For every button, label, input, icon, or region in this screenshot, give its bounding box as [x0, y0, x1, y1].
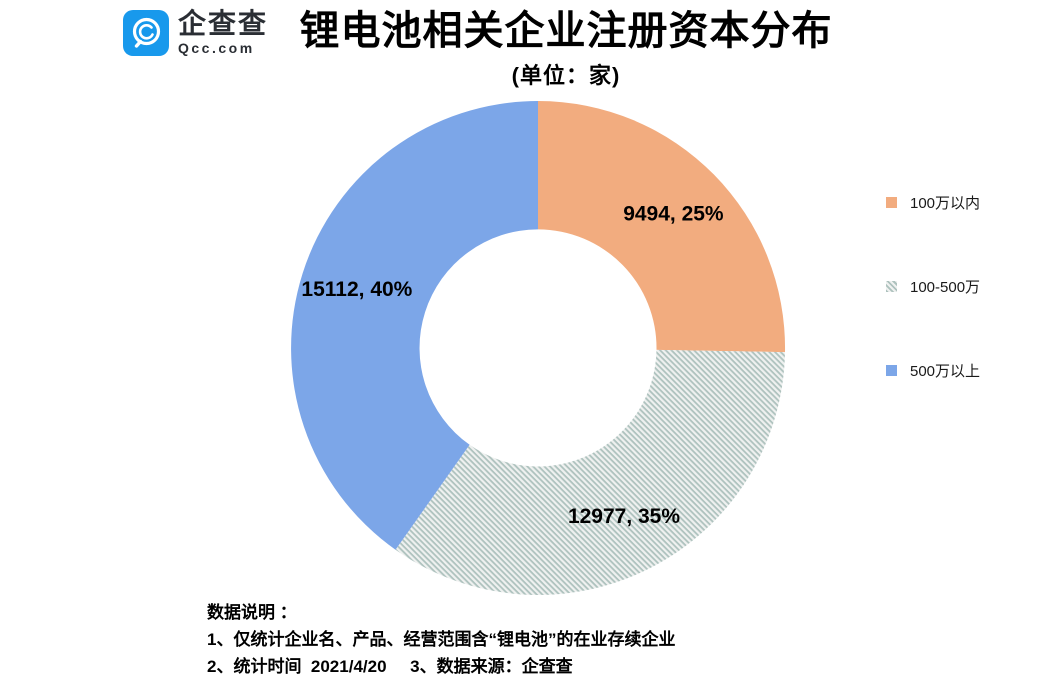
note-line-3: 2、统计时间 2021/4/20 3、数据来源：企查查 [207, 657, 573, 676]
qcc-magnifier-icon [123, 9, 169, 56]
slice-label-over-500w: 15112, 40% [301, 278, 412, 301]
donut-slice-labels: 9494, 25% 12977, 35% 15112, 40% [301, 202, 724, 528]
logo-brand-en: Qcc.com [178, 40, 255, 56]
qcc-logo: 企查查 Qcc.com [123, 9, 268, 56]
page-title: 锂电池相关企业注册资本分布 [299, 9, 833, 53]
slice-label-under-100w: 9494, 25% [623, 202, 724, 225]
pie-slice-100-500w [395, 349, 785, 595]
note-line-2: 1、仅统计企业名、产品、经营范围含“锂电池”的在业存续企业 [207, 630, 676, 649]
legend-label: 500万以上 [910, 363, 981, 380]
legend-item-under-100w: 100万以内 [886, 192, 980, 213]
legend-swatch-solid-blue-icon [886, 365, 897, 376]
title-block: 锂电池相关企业注册资本分布 (单位：家) [84, 8, 1048, 90]
note-line-1: 数据说明 ： [207, 603, 297, 622]
donut-slices [291, 101, 786, 595]
legend-item-over-500w: 500万以上 [886, 360, 980, 381]
legend-item-100-500w: 100-500万 [886, 276, 980, 297]
logo-brand-cn: 企查查 [178, 8, 269, 39]
data-notes: 数据说明 ： 1、仅统计企业名、产品、经营范围含“锂电池”的在业存续企业 2、统计时… [207, 599, 675, 680]
slice-label-100-500w: 12977, 35% [568, 505, 680, 528]
pie-slice-under-100w [538, 101, 786, 353]
logo-text: 企查查 Qcc.com [178, 8, 269, 57]
pie-slice-over-500w [291, 101, 538, 550]
legend-swatch-solid-orange-icon [886, 197, 897, 208]
legend-label: 100-500万 [910, 279, 981, 296]
chart-unit-note: (单位：家) [511, 63, 621, 88]
legend-swatch-hatch-icon [886, 281, 897, 292]
legend-label: 100万以内 [910, 195, 981, 212]
